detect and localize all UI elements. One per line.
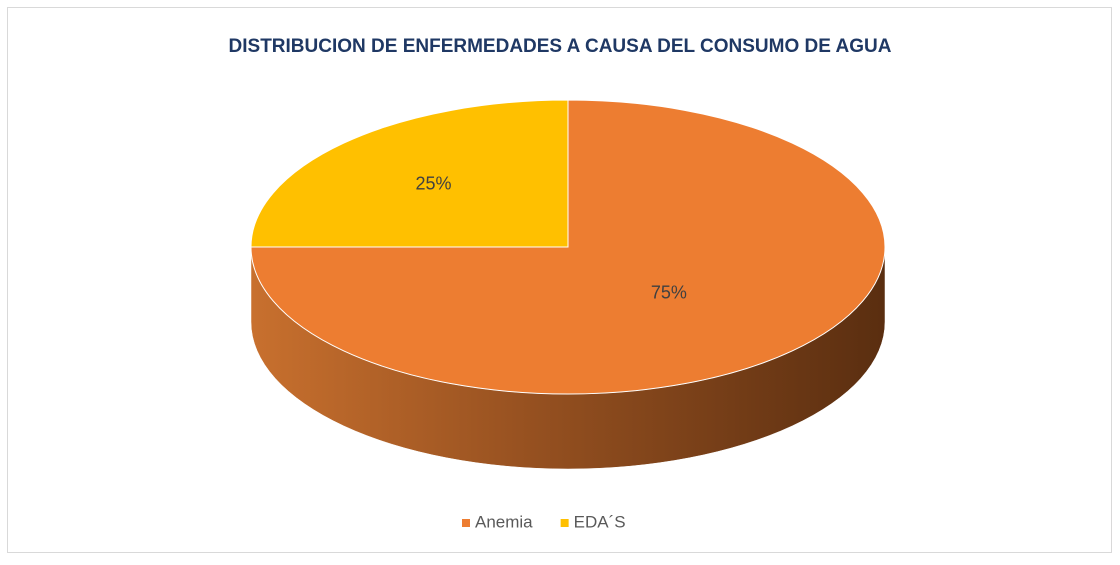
legend-swatch xyxy=(462,519,470,527)
legend-swatch xyxy=(560,519,569,527)
pie-slice xyxy=(250,99,569,248)
chart-title: DISTRIBUCION DE ENFERMEDADES A CAUSA DEL… xyxy=(229,36,892,57)
legend-label: Anemia xyxy=(475,512,533,531)
data-label: 25% xyxy=(415,173,451,193)
legend-label: EDA´S xyxy=(574,512,626,531)
data-label: 75% xyxy=(651,283,687,303)
pie-slice xyxy=(250,99,886,395)
